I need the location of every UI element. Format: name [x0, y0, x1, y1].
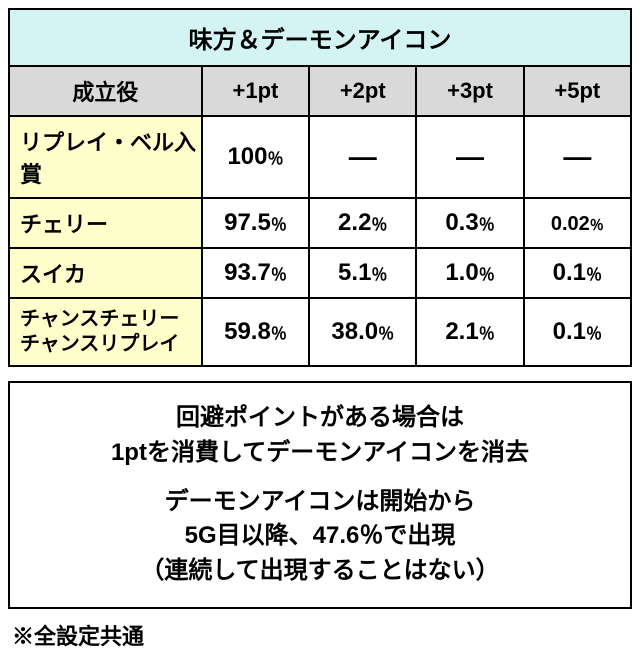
cell-value: —	[309, 116, 416, 198]
note-line: 回避ポイントがある場合は	[176, 404, 464, 431]
cell-value: 2.2％	[309, 198, 416, 248]
cell-value: 93.7％	[202, 248, 309, 298]
cell-value: 2.1％	[416, 298, 523, 366]
data-table: 味方＆デーモンアイコン 成立役 +1pt +2pt +3pt +5pt リプレイ…	[8, 8, 632, 367]
col-pt5: +5pt	[524, 66, 631, 116]
cell-value: 5.1％	[309, 248, 416, 298]
table-body: リプレイ・ベル入賞100％———チェリー97.5％2.2％0.3％0.02％スイ…	[9, 116, 631, 366]
col-pt3: +3pt	[416, 66, 523, 116]
col-pt2: +2pt	[309, 66, 416, 116]
col-pt1: +1pt	[202, 66, 309, 116]
cell-value: 38.0％	[309, 298, 416, 366]
header-row: 成立役 +1pt +2pt +3pt +5pt	[9, 66, 631, 116]
row-label: スイカ	[9, 248, 202, 298]
note-line: 1ptを消費してデーモンアイコンを消去	[111, 439, 529, 466]
note-p2: デーモンアイコンは開始から 5G目以降、47.6％で出現 （連続して出現すること…	[18, 485, 622, 589]
row-label: リプレイ・ベル入賞	[9, 116, 202, 198]
cell-value: 0.1％	[524, 298, 631, 366]
cell-value: 100％	[202, 116, 309, 198]
table-row: チャンスチェリーチャンスリプレイ59.8％38.0％2.1％0.1％	[9, 298, 631, 366]
col-label: 成立役	[9, 66, 202, 116]
table-row: スイカ93.7％5.1％1.0％0.1％	[9, 248, 631, 298]
cell-value: 1.0％	[416, 248, 523, 298]
cell-value: —	[524, 116, 631, 198]
cell-value: 0.3％	[416, 198, 523, 248]
table-row: チェリー97.5％2.2％0.3％0.02％	[9, 198, 631, 248]
note-line: デーモンアイコンは開始から	[165, 488, 476, 515]
note-line: 5G目以降、47.6％で出現	[185, 522, 456, 549]
cell-value: 59.8％	[202, 298, 309, 366]
note-line: （連続して出現することはない）	[140, 557, 499, 584]
cell-value: 0.02％	[524, 198, 631, 248]
cell-value: —	[416, 116, 523, 198]
table-row: リプレイ・ベル入賞100％———	[9, 116, 631, 198]
cell-value: 0.1％	[524, 248, 631, 298]
table-title: 味方＆デーモンアイコン	[9, 9, 631, 66]
row-label: チャンスチェリーチャンスリプレイ	[9, 298, 202, 366]
table-container: 味方＆デーモンアイコン 成立役 +1pt +2pt +3pt +5pt リプレイ…	[8, 8, 632, 651]
note-box: 回避ポイントがある場合は 1ptを消費してデーモンアイコンを消去 デーモンアイコ…	[8, 381, 632, 609]
note-p1: 回避ポイントがある場合は 1ptを消費してデーモンアイコンを消去	[18, 401, 622, 471]
title-row: 味方＆デーモンアイコン	[9, 9, 631, 66]
footnote: ※全設定共通	[8, 619, 632, 651]
cell-value: 97.5％	[202, 198, 309, 248]
row-label: チェリー	[9, 198, 202, 248]
